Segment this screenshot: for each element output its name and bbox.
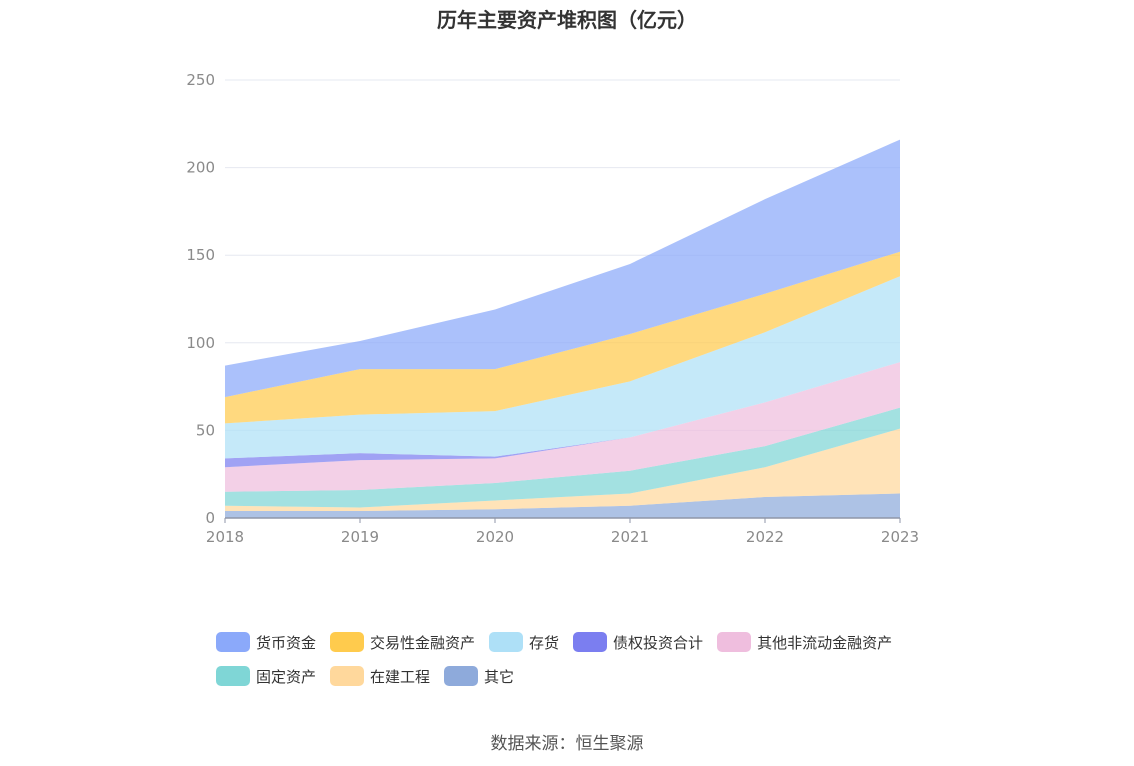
legend-label: 债权投资合计: [613, 633, 704, 652]
legend-item[interactable]: 其它: [444, 664, 514, 688]
area-series-6[interactable]: [225, 251, 900, 424]
area-series-0[interactable]: [225, 493, 900, 518]
area-series-3[interactable]: [225, 362, 900, 492]
x-tick-label: 2022: [746, 528, 784, 546]
legend-swatch: [216, 666, 250, 686]
area-series-5[interactable]: [225, 276, 900, 459]
legend-item[interactable]: 在建工程: [330, 664, 430, 688]
legend-swatch: [330, 632, 365, 652]
legend-label: 货币资金: [256, 633, 317, 652]
legend-label: 存货: [529, 633, 560, 652]
legend-item[interactable]: 存货: [489, 630, 559, 654]
legend-swatch: [717, 632, 752, 652]
y-tick-label: 150: [186, 246, 215, 264]
x-tick-label: 2023: [881, 528, 919, 546]
area-series-1[interactable]: [225, 428, 900, 511]
area-series-2[interactable]: [225, 407, 900, 508]
legend-item[interactable]: 交易性金融资产: [330, 630, 475, 654]
legend-label: 其他非流动金融资产: [757, 633, 893, 652]
area-series-7[interactable]: [225, 139, 900, 398]
data-source: 数据来源：恒生聚源: [490, 734, 644, 754]
x-tick-label: 2020: [476, 528, 514, 546]
legend-swatch: [444, 666, 479, 686]
axes: 0 50 100 150 200 250 2018 2019 2020 2021 2022 2023: [186, 71, 919, 546]
y-tick-label: 200: [186, 159, 215, 177]
legend-swatch: [489, 632, 524, 652]
legend-item[interactable]: 固定资产: [216, 664, 316, 688]
legend-swatch: [330, 666, 365, 686]
legend-label: 固定资产: [256, 667, 317, 686]
y-tick-label: 50: [196, 421, 215, 439]
area-chart: 0 50 100 150 200 250 2018 2019 2020 2021 2022 2023: [186, 71, 919, 546]
legend: 货币资金 交易性金融资产 存货 债权投资合计 其他非流动金融资产固定资产 在建工程 其它: [216, 630, 936, 688]
x-tick-label: 2019: [341, 528, 379, 546]
y-tick-label: 250: [186, 71, 215, 89]
area-series-4[interactable]: [225, 362, 900, 468]
legend-swatch: [216, 632, 250, 652]
legend-label: 在建工程: [370, 667, 431, 686]
y-tick-label: 0: [205, 509, 215, 527]
chart-title: 历年主要资产堆积图（亿元）: [437, 8, 697, 32]
legend-item[interactable]: 债权投资合计: [573, 630, 703, 654]
y-tick-label: 100: [186, 334, 215, 352]
legend-swatch: [573, 632, 608, 652]
x-tick-label: 2021: [611, 528, 649, 546]
legend-label: 交易性金融资产: [370, 633, 476, 652]
area-series: [225, 139, 900, 518]
legend-item[interactable]: 其他非流动金融资产: [717, 630, 892, 654]
legend-label: 其它: [484, 667, 515, 686]
x-tick-label: 2018: [206, 528, 244, 546]
legend-item[interactable]: 货币资金: [216, 630, 316, 654]
